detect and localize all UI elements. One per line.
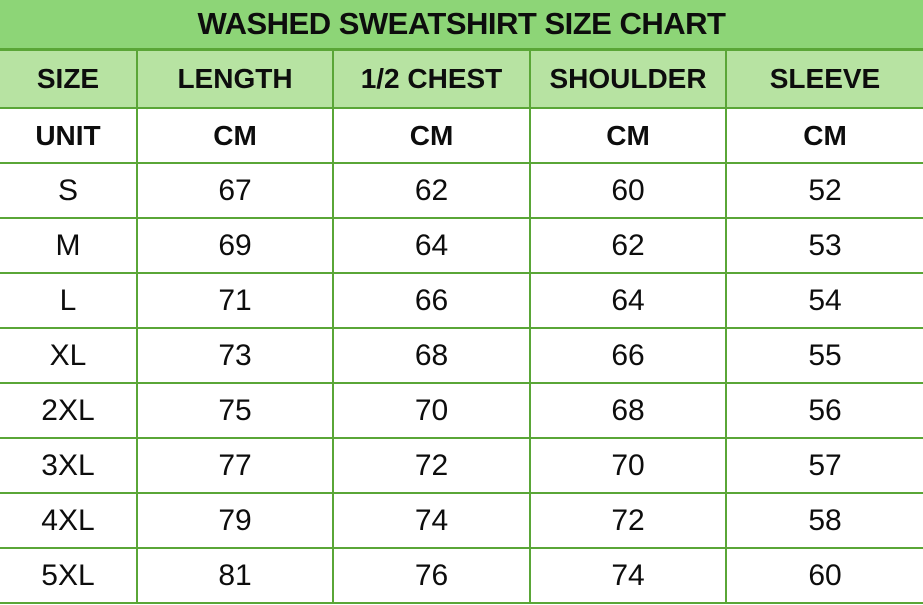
sleeve-cell: 54: [808, 283, 842, 317]
chest-cell: 74: [334, 494, 531, 547]
unit-row: UNIT CM CM CM CM: [0, 109, 923, 164]
sleeve-cell: 57: [808, 448, 842, 482]
sleeve-cell: 60: [808, 558, 842, 592]
sleeve-cell: 52: [808, 173, 842, 207]
shoulder-cell: CM: [531, 109, 727, 162]
shoulder-cell: 66: [531, 329, 727, 382]
shoulder-cell: 70: [531, 439, 727, 492]
chest-cell: 76: [334, 549, 531, 602]
shoulder-cell: 60: [531, 164, 727, 217]
length-cell: 81: [138, 549, 334, 602]
table-row: M 69 64 62 53: [0, 219, 923, 274]
sleeve-cell: 53: [808, 228, 842, 262]
sleeve-cell: 55: [808, 338, 842, 372]
size-cell: XL: [0, 329, 138, 382]
size-cell: M: [0, 219, 138, 272]
length-cell: 75: [138, 384, 334, 437]
table-row: 4XL 79 74 72 58: [0, 494, 923, 549]
shoulder-cell: 68: [531, 384, 727, 437]
length-cell: 77: [138, 439, 334, 492]
size-cell: 4XL: [0, 494, 138, 547]
chest-cell: CM: [334, 109, 531, 162]
chest-cell: 62: [334, 164, 531, 217]
shoulder-cell: 62: [531, 219, 727, 272]
sleeve-cell: CM: [803, 119, 847, 151]
sleeve-cell: 56: [808, 393, 842, 427]
table-row: L 71 66 64 54: [0, 274, 923, 329]
chest-cell: 70: [334, 384, 531, 437]
shoulder-cell: 74: [531, 549, 727, 602]
shoulder-cell: 64: [531, 274, 727, 327]
column-header-sleeve: SLEEVE: [769, 63, 881, 94]
table-row: 3XL 77 72 70 57: [0, 439, 923, 494]
chest-cell: 66: [334, 274, 531, 327]
column-header-chest: 1/2 CHEST: [334, 51, 531, 107]
length-cell: 67: [138, 164, 334, 217]
size-cell: UNIT: [0, 109, 138, 162]
length-cell: 73: [138, 329, 334, 382]
length-cell: 69: [138, 219, 334, 272]
length-cell: 79: [138, 494, 334, 547]
shoulder-cell: 72: [531, 494, 727, 547]
table-row: S 67 62 60 52: [0, 164, 923, 219]
length-cell: CM: [138, 109, 334, 162]
chest-cell: 64: [334, 219, 531, 272]
header-row: SIZE LENGTH 1/2 CHEST SHOULDER SLEEVE: [0, 51, 923, 109]
chest-cell: 72: [334, 439, 531, 492]
size-cell: L: [0, 274, 138, 327]
size-cell: 2XL: [0, 384, 138, 437]
size-cell: 5XL: [0, 549, 138, 602]
sleeve-cell: 58: [808, 503, 842, 537]
table-row: XL 73 68 66 55: [0, 329, 923, 384]
length-cell: 71: [138, 274, 334, 327]
column-header-length: LENGTH: [138, 51, 334, 107]
column-header-size: SIZE: [0, 51, 138, 107]
chart-title: WASHED SWEATSHIRT SIZE CHART: [0, 0, 923, 51]
column-header-shoulder: SHOULDER: [531, 51, 727, 107]
table-row: 5XL 81 76 74 60: [0, 549, 923, 604]
chest-cell: 68: [334, 329, 531, 382]
table-body: UNIT CM CM CM CM S 67 62 60 52 M 69 64 6…: [0, 109, 923, 604]
size-cell: S: [0, 164, 138, 217]
table-row: 2XL 75 70 68 56: [0, 384, 923, 439]
size-cell: 3XL: [0, 439, 138, 492]
